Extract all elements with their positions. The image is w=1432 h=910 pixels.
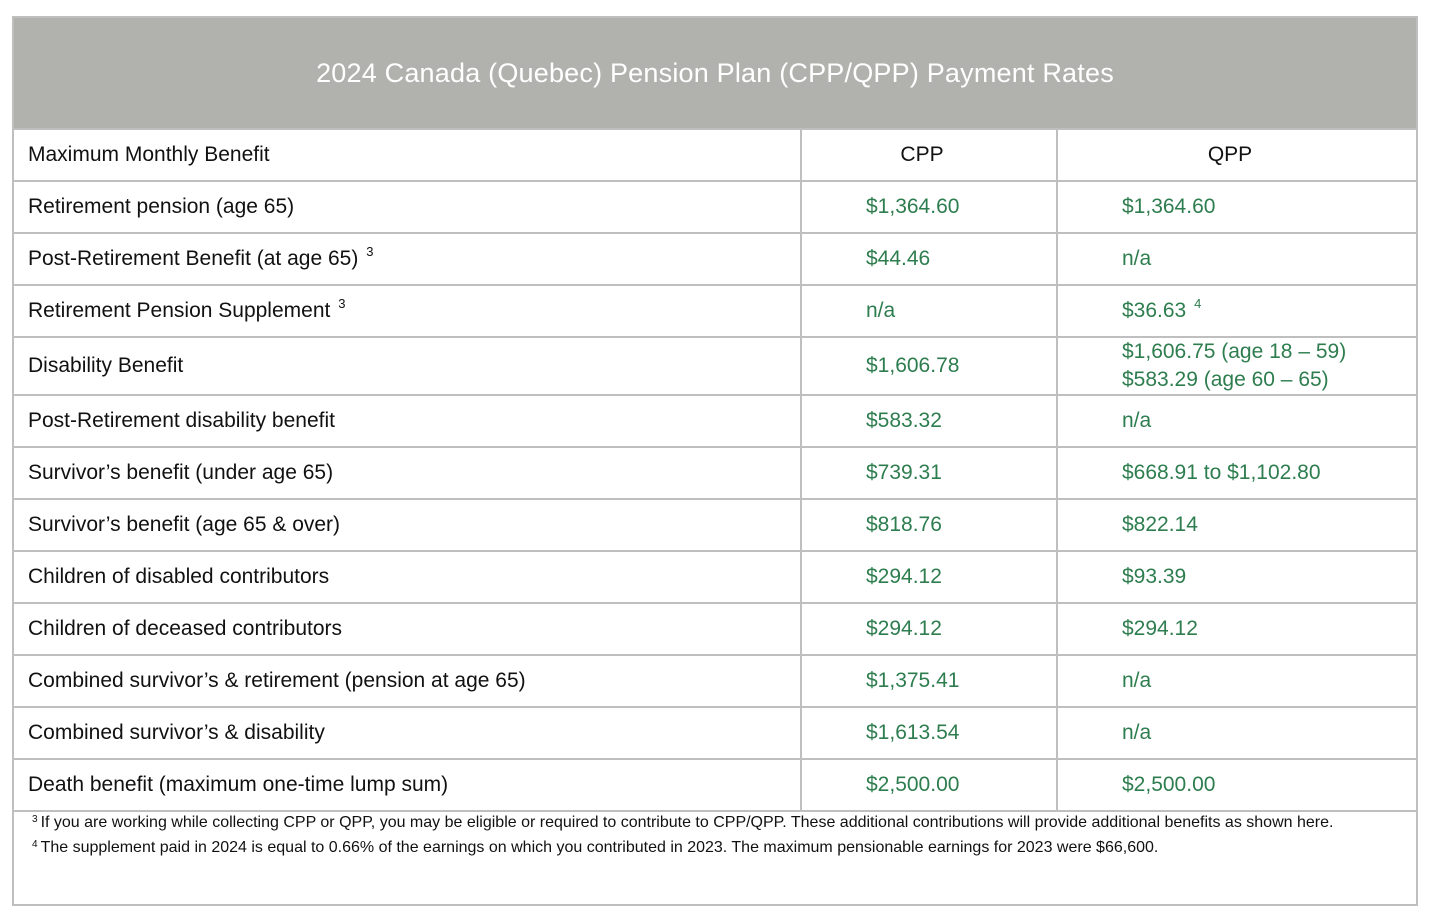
qpp-value: n/a — [1057, 654, 1416, 708]
table-row: Disability Benefit $1,606.78 $1,606.75 (ag… — [14, 336, 1416, 396]
qpp-value: $668.91 to $1,102.80 — [1057, 446, 1416, 500]
cpp-value: $818.76 — [801, 498, 1058, 552]
footnote-text: The supplement paid in 2024 is equal to … — [40, 839, 1159, 856]
header-cpp: CPP — [801, 128, 1058, 182]
benefit-label-text: Survivor’s benefit (under age 65) — [28, 461, 334, 484]
benefit-label-text: Children of deceased contributors — [28, 617, 343, 640]
benefit-label: Retirement Pension Supplement 3 — [14, 284, 802, 338]
qpp-value: $1,606.75 (age 18 – 59) $583.29 (age 60 –… — [1057, 336, 1416, 396]
qpp-value-text: n/a — [1122, 721, 1152, 744]
qpp-value-text: $294.12 — [1122, 617, 1198, 640]
qpp-value-text: $93.39 — [1122, 565, 1187, 588]
benefit-label-text: Post-Retirement disability benefit — [28, 409, 335, 432]
table-header-row: Maximum Monthly Benefit CPP QPP — [14, 128, 1416, 182]
qpp-value-text: $2,500.00 — [1122, 773, 1216, 796]
table-title: 2024 Canada (Quebec) Pension Plan (CPP/Q… — [316, 57, 1114, 88]
benefit-label-text: Retirement pension (age 65) — [28, 195, 295, 218]
qpp-value-text: $1,606.75 (age 18 – 59) — [1122, 340, 1347, 363]
cpp-value: $583.32 — [801, 394, 1058, 448]
benefit-label-text: Children of disabled contributors — [28, 565, 330, 588]
benefit-label: Children of deceased contributors — [14, 602, 802, 656]
qpp-value-text: $822.14 — [1122, 513, 1198, 536]
footnote-ref: 3 — [338, 296, 346, 311]
qpp-value: n/a — [1057, 706, 1416, 760]
qpp-value-text: n/a — [1122, 247, 1152, 270]
footnote-ref: 4 — [1194, 296, 1202, 311]
qpp-value: $294.12 — [1057, 602, 1416, 656]
benefit-label: Survivor’s benefit (under age 65) — [14, 446, 802, 500]
header-benefit: Maximum Monthly Benefit — [14, 128, 802, 182]
qpp-value-text: n/a — [1122, 669, 1152, 692]
qpp-value-text-line2: $583.29 (age 60 – 65) — [1122, 368, 1329, 391]
table-row: Combined survivor’s & retirement (pensio… — [14, 654, 1416, 708]
cpp-value: $294.12 — [801, 550, 1058, 604]
table-row: Death benefit (maximum one-time lump sum… — [14, 758, 1416, 812]
qpp-value: $1,364.60 — [1057, 180, 1416, 234]
footnote: 3 If you are working while collecting CPP… — [32, 812, 1402, 834]
qpp-value: n/a — [1057, 232, 1416, 286]
table-row: Retirement pension (age 65) $1,364.60 $1,3… — [14, 180, 1416, 234]
benefit-label: Retirement pension (age 65) — [14, 180, 802, 234]
footnote-ref: 3 — [366, 244, 374, 259]
benefit-label-text: Post-Retirement Benefit (at age 65) — [28, 247, 359, 270]
benefit-label: Post-Retirement Benefit (at age 65) 3 — [14, 232, 802, 286]
table-row: Survivor’s benefit (age 65 & over) $818.7… — [14, 498, 1416, 552]
qpp-value: n/a — [1057, 394, 1416, 448]
rates-table-frame: 2024 Canada (Quebec) Pension Plan (CPP/Q… — [12, 16, 1418, 906]
qpp-value-text: $36.63 — [1122, 299, 1187, 322]
table-row: Post-Retirement disability benefit $583.3… — [14, 394, 1416, 448]
benefit-label-text: Survivor’s benefit (age 65 & over) — [28, 513, 341, 536]
table-row: Post-Retirement Benefit (at age 65) 3 $44… — [14, 232, 1416, 286]
rates-table: Maximum Monthly Benefit CPP QPP Retireme… — [14, 128, 1416, 812]
footnotes: 3 If you are working while collecting CPP… — [14, 802, 1416, 862]
cpp-value: $1,364.60 — [801, 180, 1058, 234]
benefit-label-text: Combined survivor’s & disability — [28, 721, 325, 744]
cpp-value: $739.31 — [801, 446, 1058, 500]
table-row: Retirement Pension Supplement 3 n/a $36.63… — [14, 284, 1416, 338]
qpp-value: $822.14 — [1057, 498, 1416, 552]
cpp-value: $44.46 — [801, 232, 1058, 286]
cpp-value: n/a — [801, 284, 1058, 338]
benefit-label: Disability Benefit — [14, 336, 802, 396]
footnote-marker: 4 — [32, 839, 38, 850]
footnote-text: If you are working while collecting CPP … — [40, 814, 1334, 831]
benefit-label: Survivor’s benefit (age 65 & over) — [14, 498, 802, 552]
table-row: Combined survivor’s & disability $1,613.5… — [14, 706, 1416, 760]
footnote: 4 The supplement paid in 2024 is equal to… — [32, 837, 1402, 859]
qpp-value: $36.63 4 — [1057, 284, 1416, 338]
benefit-label: Children of disabled contributors — [14, 550, 802, 604]
qpp-value-text: n/a — [1122, 409, 1152, 432]
cpp-value: $1,606.78 — [801, 336, 1058, 396]
benefit-label-text: Disability Benefit — [28, 354, 184, 377]
cpp-value: $2,500.00 — [801, 758, 1058, 812]
table-row: Children of disabled contributors $294.12… — [14, 550, 1416, 604]
benefit-label-text: Death benefit (maximum one-time lump sum… — [28, 773, 449, 796]
header-qpp: QPP — [1057, 128, 1416, 182]
benefit-label-text: Combined survivor’s & retirement (pensio… — [28, 669, 526, 692]
table-row: Survivor’s benefit (under age 65) $739.31… — [14, 446, 1416, 500]
qpp-value-text: $1,364.60 — [1122, 195, 1216, 218]
cpp-value: $294.12 — [801, 602, 1058, 656]
benefit-label: Post-Retirement disability benefit — [14, 394, 802, 448]
benefit-label: Combined survivor’s & retirement (pensio… — [14, 654, 802, 708]
qpp-value: $93.39 — [1057, 550, 1416, 604]
benefit-label: Combined survivor’s & disability — [14, 706, 802, 760]
table-row: Children of deceased contributors $294.12… — [14, 602, 1416, 656]
cpp-value: $1,375.41 — [801, 654, 1058, 708]
title-bar: 2024 Canada (Quebec) Pension Plan (CPP/Q… — [14, 18, 1416, 128]
cpp-value: $1,613.54 — [801, 706, 1058, 760]
benefit-label: Death benefit (maximum one-time lump sum… — [14, 758, 802, 812]
qpp-value: $2,500.00 — [1057, 758, 1416, 812]
qpp-value-text: $668.91 to $1,102.80 — [1122, 461, 1321, 484]
benefit-label-text: Retirement Pension Supplement — [28, 299, 331, 322]
footnote-marker: 3 — [32, 814, 38, 825]
